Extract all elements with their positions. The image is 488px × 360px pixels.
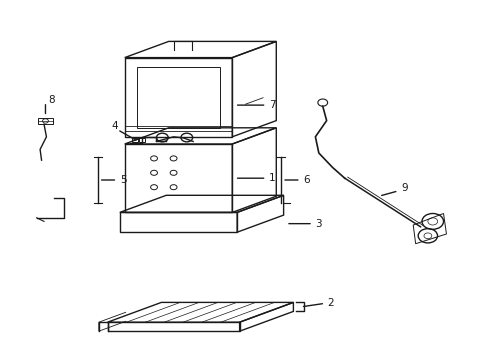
Text: 5: 5 (120, 175, 126, 185)
Text: 2: 2 (327, 298, 334, 307)
Text: 4: 4 (111, 121, 118, 131)
Text: 8: 8 (48, 95, 55, 105)
Text: 3: 3 (315, 219, 322, 229)
Text: 6: 6 (303, 175, 309, 185)
Text: 7: 7 (268, 100, 275, 110)
Text: 1: 1 (268, 173, 275, 183)
Text: 9: 9 (400, 183, 407, 193)
